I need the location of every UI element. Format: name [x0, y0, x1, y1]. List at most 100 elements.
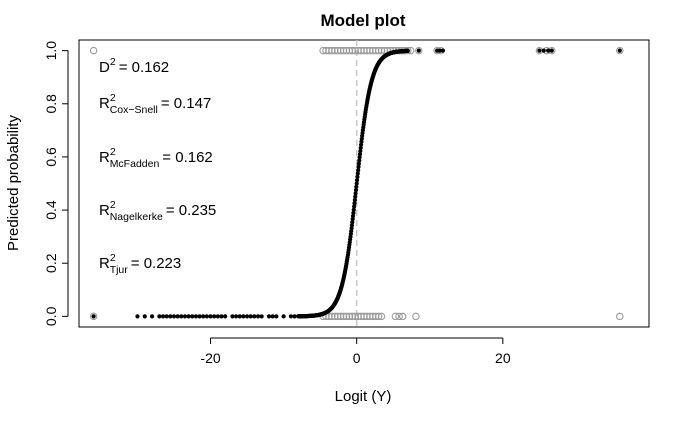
- fitted-point: [244, 314, 250, 319]
- observed-point: [322, 46, 330, 55]
- observed-point: [374, 46, 383, 55]
- observed-point: [374, 312, 383, 321]
- observed-point: [366, 312, 374, 321]
- fitted-point: [356, 164, 361, 170]
- observed-point: [369, 46, 377, 55]
- observed-point: [333, 312, 342, 321]
- fitted-point: [201, 314, 206, 319]
- y-tick-label: 0.8: [43, 94, 59, 114]
- fitted-point: [355, 171, 360, 176]
- stat-annotation: D2 = 0.162: [99, 56, 169, 76]
- observed-point: [415, 46, 423, 55]
- observed-point: [395, 312, 403, 321]
- fitted-point: [142, 314, 147, 319]
- fitted-point: [91, 314, 96, 319]
- fitted-point: [223, 314, 228, 319]
- observed-point: [336, 312, 345, 321]
- observed-point: [342, 46, 351, 55]
- observed-point: [357, 312, 365, 321]
- observed-point: [412, 312, 420, 321]
- fitted-point: [182, 314, 188, 319]
- fitted-point: [354, 184, 359, 189]
- fitted-point: [219, 314, 224, 319]
- fitted-point: [274, 314, 279, 319]
- observed-point: [325, 46, 333, 55]
- fitted-curve-points: [91, 48, 622, 319]
- fitted-point: [354, 181, 359, 186]
- fitted-point: [440, 48, 446, 53]
- fitted-point: [617, 48, 622, 53]
- fitted-point: [241, 314, 246, 319]
- fitted-point: [179, 314, 184, 319]
- observed-point: [348, 312, 357, 321]
- observed-point: [369, 312, 377, 321]
- fitted-point: [354, 178, 360, 183]
- y-tick-label: 1.0: [43, 41, 59, 61]
- fitted-point: [357, 155, 362, 160]
- fitted-point: [351, 210, 356, 216]
- observed-point: [377, 46, 386, 55]
- fitted-point: [157, 314, 162, 319]
- observed-point: [89, 46, 98, 55]
- fitted-point: [237, 314, 242, 319]
- observed-point: [345, 46, 354, 55]
- observed-point: [351, 312, 359, 321]
- observed-point: [357, 46, 365, 55]
- fitted-point: [186, 314, 191, 319]
- observed-point: [351, 46, 359, 55]
- fitted-point: [541, 48, 546, 53]
- fitted-point: [434, 48, 440, 53]
- observed-point: [328, 46, 336, 55]
- fitted-point: [149, 314, 155, 319]
- fitted-point: [353, 194, 358, 199]
- fitted-point: [252, 314, 257, 319]
- plot-frame: [78, 39, 650, 328]
- fitted-point: [197, 314, 202, 319]
- observed-point: [363, 46, 371, 55]
- fitted-point: [190, 314, 195, 319]
- fitted-point: [405, 48, 410, 53]
- observed-point: [360, 46, 368, 55]
- x-tick-label: -20: [200, 350, 220, 366]
- fitted-point: [356, 168, 361, 173]
- fitted-point: [288, 314, 294, 319]
- fitted-point: [353, 191, 358, 196]
- observed-point: [371, 312, 380, 321]
- fitted-point: [350, 213, 356, 219]
- fitted-point: [171, 314, 177, 319]
- fitted-point: [230, 314, 235, 319]
- fitted-point: [270, 314, 275, 319]
- fitted-point: [292, 314, 297, 319]
- observed-point: [348, 46, 357, 55]
- observed-point: [342, 312, 351, 321]
- stat-annotation: R2 McFadden = 0.162: [99, 146, 213, 170]
- fitted-point: [234, 314, 239, 319]
- observed-point: [360, 312, 368, 321]
- y-axis: 0.0 0.2 0.4 0.6 0.8 1.0: [43, 41, 69, 326]
- x-tick-label: 0: [353, 350, 361, 366]
- fitted-point: [356, 161, 361, 166]
- observed-point: [331, 46, 339, 55]
- y-axis-label: Predicted probability: [5, 115, 22, 251]
- fitted-point: [175, 314, 180, 319]
- fitted-point: [357, 151, 363, 157]
- observed-point: [345, 312, 354, 321]
- chart-title: Model plot: [321, 11, 406, 30]
- fitted-point: [193, 314, 199, 319]
- x-axis-label: Logit (Y): [335, 388, 392, 405]
- fitted-point: [537, 48, 542, 53]
- observed-point: [333, 46, 342, 55]
- fitted-point: [255, 314, 261, 319]
- stat-annotation: R2 Nagelkerke = 0.235: [99, 199, 216, 223]
- fitted-point: [352, 204, 357, 209]
- fitted-point: [248, 314, 253, 319]
- x-tick-label: 20: [495, 350, 511, 366]
- fitted-point: [355, 174, 360, 179]
- fitted-point: [135, 314, 140, 319]
- fitted-point: [546, 48, 551, 53]
- fitted-point: [437, 48, 443, 53]
- fitted-point: [266, 314, 272, 319]
- fitted-point: [281, 314, 286, 319]
- observed-point: [371, 46, 380, 55]
- observed-point: [354, 46, 362, 55]
